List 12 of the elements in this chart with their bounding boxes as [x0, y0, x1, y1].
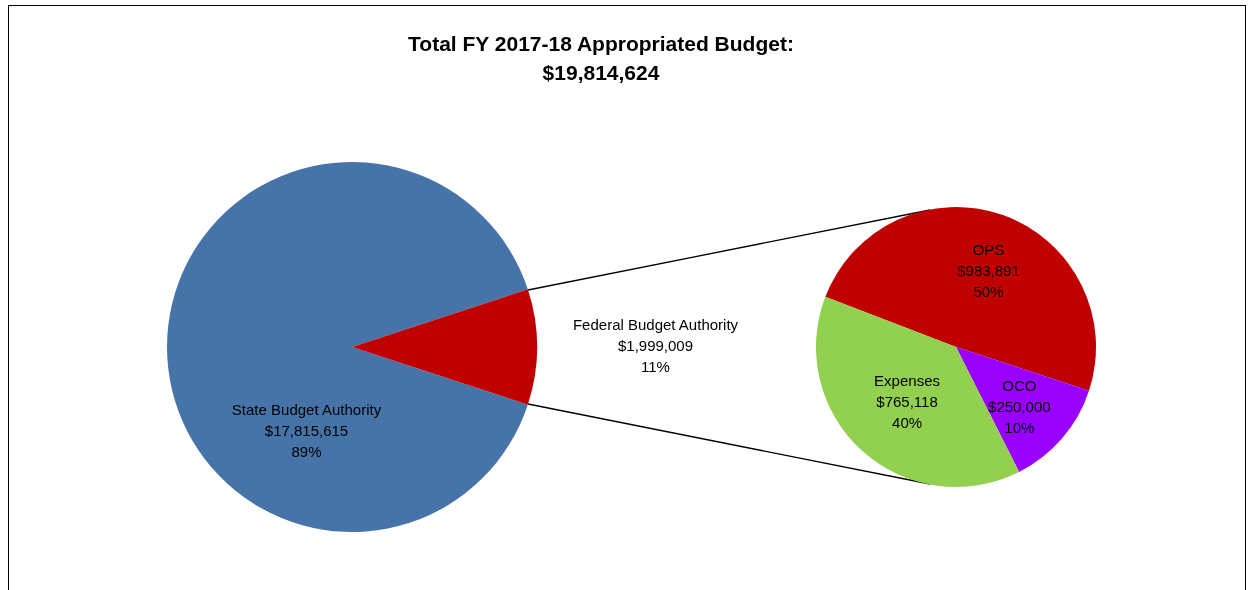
data-label: $17,815,615 89%	[264, 421, 349, 460]
data-label: $983,891 50%	[957, 261, 1020, 300]
data-label: $1,999,009 11%	[617, 336, 694, 375]
data-label: $250,000 10%	[988, 398, 1051, 437]
chart-title: Total FY 2017-18 Appropriated Budget:	[408, 32, 794, 55]
slice-label: OCO	[1002, 377, 1037, 395]
chart-subtitle: $19,814,624	[542, 61, 660, 84]
data-label: $765,118 40%	[876, 392, 938, 431]
slice-label: OPS	[972, 240, 1005, 258]
slice-label: State Budget Authority	[231, 400, 382, 418]
slice-label: Federal Budget Authority	[572, 315, 739, 333]
slice-label: Expenses	[874, 371, 940, 389]
